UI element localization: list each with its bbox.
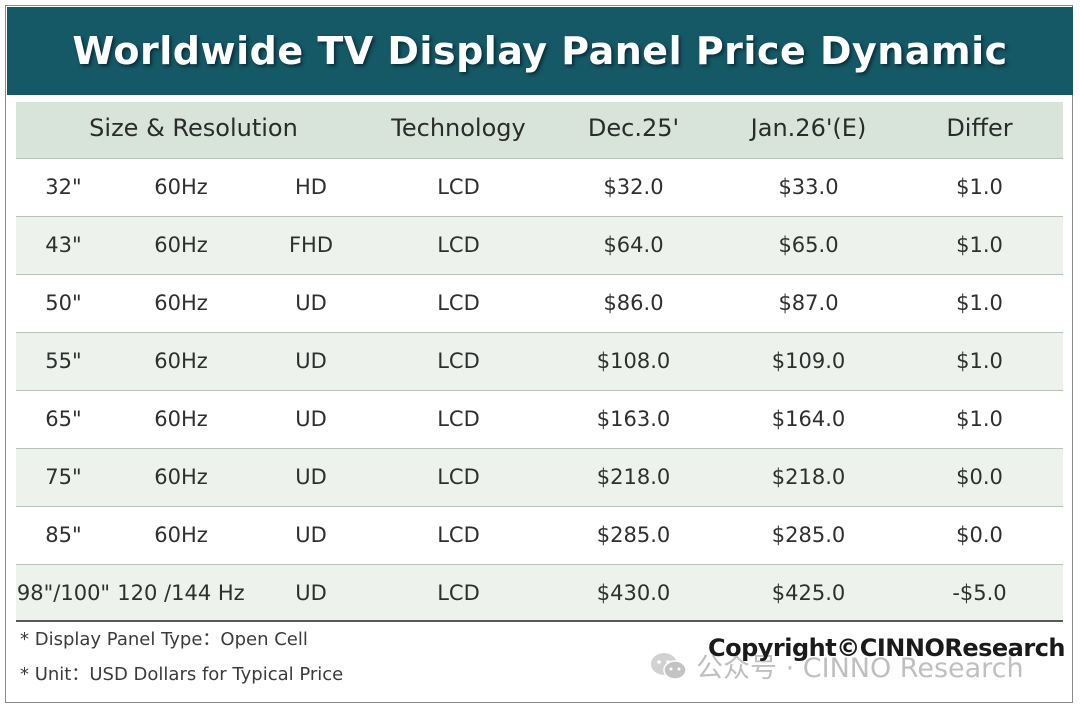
cell-tech: LCD xyxy=(437,465,480,489)
cell-rate: 60Hz xyxy=(154,349,208,373)
wechat-icon xyxy=(650,651,688,681)
notes: * Display Panel Type：Open Cell * Unit：US… xyxy=(20,622,343,692)
cell-size: 85" xyxy=(45,523,82,547)
header-differ: Differ xyxy=(946,114,1013,142)
cell-rate: 120 /144 Hz xyxy=(117,581,245,605)
cell-tech: LCD xyxy=(437,581,480,605)
cell-jan: $33.0 xyxy=(778,175,839,199)
watermark-text: 公众号 · CINNO Research xyxy=(696,653,1024,684)
cell-size: 75" xyxy=(45,465,82,489)
cell-tech: LCD xyxy=(437,349,480,373)
cell-dec: $108.0 xyxy=(596,349,671,373)
cell-size: 55" xyxy=(45,349,82,373)
table-row: 65" 60Hz UD LCD $163.0 $164.0 $1.0 xyxy=(16,390,1063,448)
cell-res: FHD xyxy=(288,233,334,257)
cell-tech: LCD xyxy=(437,523,480,547)
cell-res: UD xyxy=(295,407,327,431)
cell-dec: $64.0 xyxy=(603,233,664,257)
cell-size: 65" xyxy=(45,407,82,431)
title-banner: Worldwide TV Display Panel Price Dynamic xyxy=(7,7,1073,95)
cell-tech: LCD xyxy=(437,291,480,315)
cell-rate: 60Hz xyxy=(154,291,208,315)
cell-diff: -$5.0 xyxy=(952,581,1007,605)
cell-jan: $285.0 xyxy=(771,523,846,547)
cell-jan: $164.0 xyxy=(771,407,846,431)
cell-res: UD xyxy=(295,349,327,373)
cell-res: UD xyxy=(295,291,327,315)
cell-res: UD xyxy=(295,581,327,605)
page-title: Worldwide TV Display Panel Price Dynamic xyxy=(72,29,1008,73)
table-row: 75" 60Hz UD LCD $218.0 $218.0 $0.0 xyxy=(16,448,1063,506)
cell-dec: $218.0 xyxy=(596,465,671,489)
table-body: 32" 60Hz HD LCD $32.0 $33.0 $1.0 43" 60Hz FHD LCD $… xyxy=(16,158,1063,622)
cell-size: 32" xyxy=(45,175,82,199)
cell-tech: LCD xyxy=(437,233,480,257)
cell-dec: $285.0 xyxy=(596,523,671,547)
price-table: Size & Resolution Technology Dec.25' Jan… xyxy=(16,102,1063,622)
cell-res: UD xyxy=(295,465,327,489)
cell-jan: $425.0 xyxy=(771,581,846,605)
table-row: 98"/100" 120 /144 Hz UD LCD $430.0 $425.0 -$5.… xyxy=(16,564,1063,622)
cell-jan: $65.0 xyxy=(778,233,839,257)
cell-dec: $86.0 xyxy=(603,291,664,315)
cell-diff: $1.0 xyxy=(956,407,1003,431)
note-panel-type: * Display Panel Type：Open Cell xyxy=(20,629,308,650)
cell-res: UD xyxy=(295,523,327,547)
table-row: 43" 60Hz FHD LCD $64.0 $65.0 $1.0 xyxy=(16,216,1063,274)
cell-rate: 60Hz xyxy=(154,523,208,547)
table-header: Size & Resolution Technology Dec.25' Jan… xyxy=(16,102,1063,158)
cell-rate: 60Hz xyxy=(154,175,208,199)
cell-size: 50" xyxy=(45,291,82,315)
copyright: Copyright©CINNOResearch xyxy=(708,634,1066,662)
cell-rate: 60Hz xyxy=(154,407,208,431)
cell-jan: $109.0 xyxy=(771,349,846,373)
cell-dec: $32.0 xyxy=(603,175,664,199)
cell-dec: $163.0 xyxy=(596,407,671,431)
cell-size: 98"/100" xyxy=(16,581,111,605)
table-row: 55" 60Hz UD LCD $108.0 $109.0 $1.0 xyxy=(16,332,1063,390)
cell-diff: $1.0 xyxy=(956,175,1003,199)
table-row: 85" 60Hz UD LCD $285.0 $285.0 $0.0 xyxy=(16,506,1063,564)
cell-diff: $1.0 xyxy=(956,233,1003,257)
header-jan: Jan.26'(E) xyxy=(750,114,867,142)
cell-diff: $1.0 xyxy=(956,291,1003,315)
cell-jan: $87.0 xyxy=(778,291,839,315)
header-technology: Technology xyxy=(391,114,526,142)
cell-diff: $0.0 xyxy=(956,465,1003,489)
table-row: 50" 60Hz UD LCD $86.0 $87.0 $1.0 xyxy=(16,274,1063,332)
cell-diff: $1.0 xyxy=(956,349,1003,373)
cell-rate: 60Hz xyxy=(154,233,208,257)
header-dec: Dec.25' xyxy=(587,114,680,142)
header-size-resolution: Size & Resolution xyxy=(89,114,298,142)
cell-rate: 60Hz xyxy=(154,465,208,489)
cell-diff: $0.0 xyxy=(956,523,1003,547)
watermark: 公众号 · CINNO Research xyxy=(650,646,1024,685)
cell-tech: LCD xyxy=(437,407,480,431)
cell-dec: $430.0 xyxy=(596,581,671,605)
cell-jan: $218.0 xyxy=(771,465,846,489)
cell-tech: LCD xyxy=(437,175,480,199)
table-row: 32" 60Hz HD LCD $32.0 $33.0 $1.0 xyxy=(16,158,1063,216)
cell-res: HD xyxy=(295,175,327,199)
note-unit: * Unit：USD Dollars for Typical Price xyxy=(20,664,344,685)
cell-size: 43" xyxy=(45,233,82,257)
